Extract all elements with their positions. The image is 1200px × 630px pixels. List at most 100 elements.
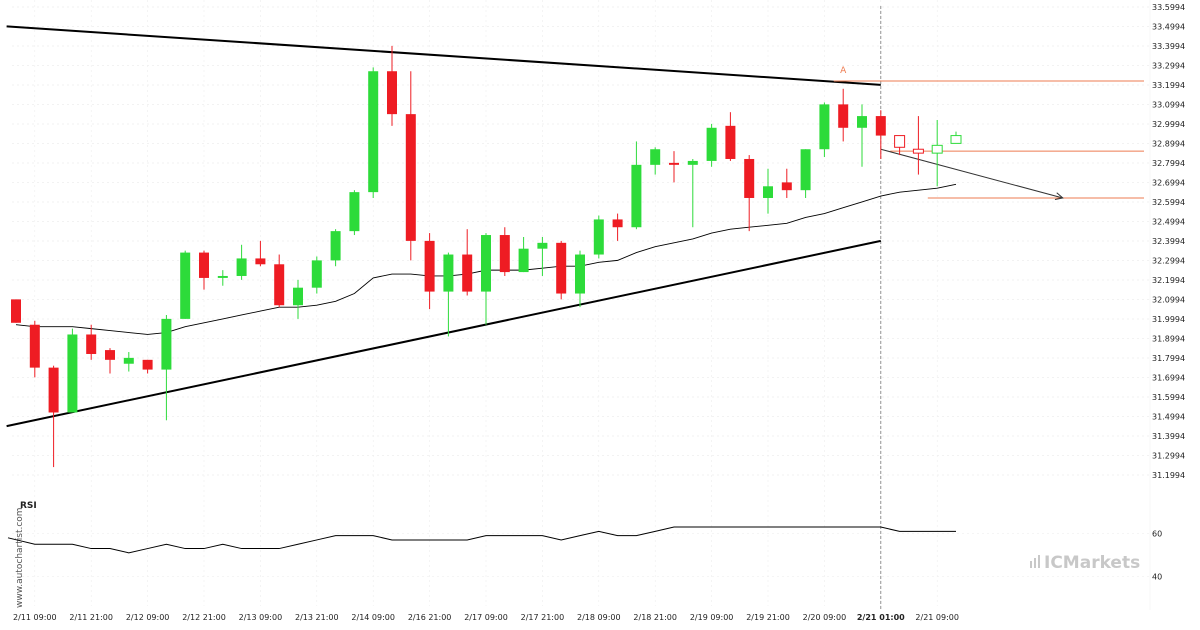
- candle: [368, 67, 379, 198]
- candle: [744, 155, 755, 232]
- y-tick-label: 33.5994: [1152, 3, 1185, 12]
- candle: [800, 149, 811, 198]
- y-tick-label: 32.0994: [1152, 296, 1185, 305]
- candle: [481, 233, 491, 325]
- candle-body: [274, 264, 285, 306]
- y-axis: 33.5994 33.4994 33.3994 33.2994 33.1994 33.09…: [1152, 3, 1185, 480]
- y-tick-label: 32.2994: [1152, 257, 1185, 266]
- candle-body: [631, 164, 642, 228]
- watermark-text: www.autochartist.com: [15, 507, 25, 608]
- candle: [48, 365, 59, 468]
- candle: [11, 299, 21, 323]
- candle-body: [349, 192, 360, 232]
- candle-body: [311, 260, 322, 288]
- candle-body: [123, 357, 134, 364]
- y-tick-label: 31.1994: [1152, 471, 1185, 480]
- trendlines: [6, 25, 882, 428]
- candle: [575, 250, 585, 308]
- candle-body: [650, 149, 661, 165]
- candle-body: [499, 235, 510, 273]
- candle: [518, 236, 529, 273]
- y-tick-label: 32.9994: [1152, 120, 1185, 129]
- candle-body: [11, 299, 21, 323]
- candle: [593, 215, 604, 259]
- candle: [950, 131, 962, 144]
- y-tick-label: 33.1994: [1152, 81, 1185, 90]
- candle: [612, 213, 623, 241]
- candle: [838, 88, 849, 142]
- candle-body: [105, 350, 115, 360]
- candle-body: [142, 359, 153, 370]
- candle-body: [518, 248, 529, 273]
- x-tick-label: 2/17 21:00: [521, 613, 565, 622]
- y-tick-label: 32.1994: [1152, 276, 1185, 285]
- arrow-head-icon: [1054, 192, 1064, 200]
- y-tick-label: 31.6994: [1152, 374, 1185, 383]
- y-tick-label: 32.6994: [1152, 179, 1185, 188]
- x-tick-label: 2/18 09:00: [577, 613, 621, 622]
- candle-body: [781, 182, 792, 191]
- candle: [236, 244, 247, 280]
- candle: [217, 270, 228, 286]
- candle: [931, 119, 943, 187]
- candle-body: [687, 160, 698, 165]
- candle: [556, 240, 567, 300]
- candle: [311, 256, 322, 294]
- candle-body: [800, 149, 811, 191]
- candle: [894, 135, 906, 156]
- x-tick-label: 2/11 09:00: [13, 613, 57, 622]
- candles: [11, 45, 962, 468]
- candle: [387, 45, 397, 126]
- y-tick-label: 33.0994: [1152, 101, 1185, 110]
- candle-body: [819, 104, 830, 150]
- trendline-resistance: [6, 25, 881, 86]
- candle-body: [894, 135, 906, 148]
- candle-body: [931, 144, 943, 154]
- candle: [180, 250, 191, 319]
- rsi-axis: 60 40: [12, 530, 1162, 582]
- y-tick-label: 32.7994: [1152, 159, 1185, 168]
- candle: [725, 112, 736, 161]
- candle: [105, 348, 115, 374]
- candle: [293, 279, 303, 319]
- candle-body: [744, 158, 755, 198]
- candle-body: [387, 71, 397, 115]
- y-tick-label: 33.2994: [1152, 62, 1185, 71]
- candle-body: [857, 116, 867, 128]
- y-tick-label: 31.7994: [1152, 354, 1185, 363]
- candle: [86, 324, 97, 360]
- x-tick-label: 2/14 09:00: [351, 613, 395, 622]
- y-tick-label: 32.3994: [1152, 237, 1185, 246]
- candle-body: [612, 219, 623, 228]
- candle: [763, 168, 773, 214]
- x-tick-label: 2/13 21:00: [295, 613, 339, 622]
- candle: [462, 229, 473, 296]
- candle: [161, 314, 172, 421]
- candle: [349, 190, 360, 236]
- candle-body: [255, 258, 266, 265]
- candle-body: [462, 254, 473, 292]
- candle: [650, 147, 661, 175]
- candle: [255, 240, 266, 267]
- trendline-support: [6, 239, 882, 428]
- x-axis: 2/11 09:00 2/11 21:00 2/12 09:00 2/12 21:00…: [13, 613, 959, 622]
- candle: [67, 328, 78, 413]
- candle-body: [180, 252, 191, 319]
- candle: [669, 151, 679, 183]
- brand-bars-icon: [1030, 555, 1040, 568]
- candle-body: [593, 219, 604, 255]
- candle-body: [86, 334, 97, 354]
- x-tick-label: 2/21 01:00: [857, 613, 905, 622]
- brand-logo: ICMarkets: [1030, 553, 1140, 573]
- candle: [537, 236, 548, 276]
- candle-body: [424, 240, 435, 292]
- candle-body: [556, 242, 567, 294]
- y-tick-label: 33.4994: [1152, 23, 1185, 32]
- y-tick-label: 31.2994: [1152, 452, 1185, 461]
- y-tick-label: 31.3994: [1152, 432, 1185, 441]
- x-tick-label: 2/18 21:00: [633, 613, 677, 622]
- candle: [274, 254, 285, 308]
- x-tick-label: 2/11 21:00: [69, 613, 113, 622]
- y-tick-label: 32.8994: [1152, 140, 1185, 149]
